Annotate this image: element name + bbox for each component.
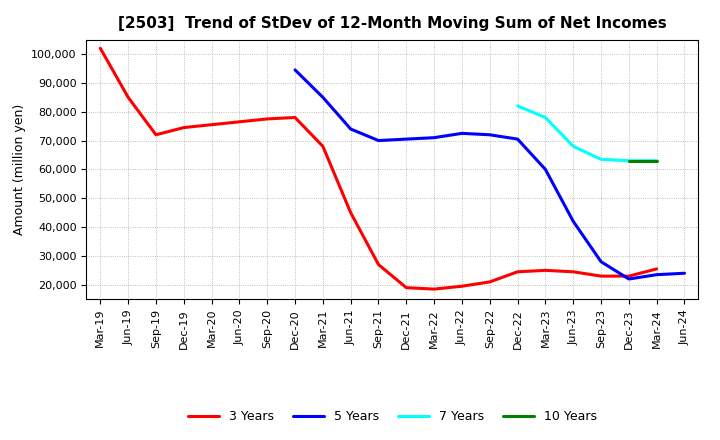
10 Years <box>652 158 661 163</box>
5 Years <box>318 95 327 100</box>
3 Years <box>541 268 550 273</box>
3 Years <box>569 269 577 275</box>
5 Years <box>430 135 438 140</box>
5 Years <box>680 271 689 276</box>
5 Years <box>291 67 300 73</box>
3 Years <box>652 266 661 271</box>
3 Years <box>152 132 161 137</box>
7 Years <box>513 103 522 109</box>
5 Years <box>374 138 383 143</box>
5 Years <box>513 136 522 142</box>
Y-axis label: Amount (million yen): Amount (million yen) <box>13 104 26 235</box>
3 Years <box>402 285 410 290</box>
3 Years <box>513 269 522 275</box>
5 Years <box>624 276 633 282</box>
3 Years <box>597 274 606 279</box>
Line: 5 Years: 5 Years <box>295 70 685 279</box>
5 Years <box>541 167 550 172</box>
7 Years <box>597 157 606 162</box>
3 Years <box>179 125 188 130</box>
3 Years <box>624 274 633 279</box>
10 Years <box>624 158 633 163</box>
3 Years <box>430 286 438 292</box>
5 Years <box>652 272 661 277</box>
3 Years <box>263 116 271 121</box>
7 Years <box>652 158 661 163</box>
5 Years <box>597 259 606 264</box>
Legend: 3 Years, 5 Years, 7 Years, 10 Years: 3 Years, 5 Years, 7 Years, 10 Years <box>183 405 602 428</box>
5 Years <box>485 132 494 137</box>
Title: [2503]  Trend of StDev of 12-Month Moving Sum of Net Incomes: [2503] Trend of StDev of 12-Month Moving… <box>118 16 667 32</box>
5 Years <box>569 219 577 224</box>
3 Years <box>458 284 467 289</box>
3 Years <box>346 210 355 215</box>
3 Years <box>124 95 132 100</box>
3 Years <box>291 115 300 120</box>
5 Years <box>346 126 355 132</box>
3 Years <box>374 262 383 267</box>
3 Years <box>485 279 494 285</box>
7 Years <box>624 158 633 163</box>
Line: 7 Years: 7 Years <box>518 106 657 161</box>
5 Years <box>402 136 410 142</box>
3 Years <box>318 144 327 149</box>
7 Years <box>541 115 550 120</box>
3 Years <box>96 46 104 51</box>
Line: 3 Years: 3 Years <box>100 48 657 289</box>
5 Years <box>458 131 467 136</box>
3 Years <box>207 122 216 127</box>
7 Years <box>569 144 577 149</box>
3 Years <box>235 119 243 125</box>
